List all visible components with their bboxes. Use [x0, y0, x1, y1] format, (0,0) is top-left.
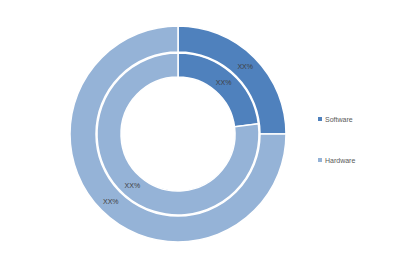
slice: [97, 53, 259, 215]
legend-swatch: [318, 158, 322, 162]
slice: [70, 26, 286, 242]
legend-label: Hardware: [325, 157, 355, 164]
data-label: XX%: [237, 63, 253, 70]
slices: [70, 26, 286, 242]
legend: Software Hardware: [318, 116, 355, 164]
data-label: XX%: [216, 79, 232, 86]
slice: [178, 26, 286, 134]
slice: [178, 53, 258, 127]
data-labels: XX% XX% XX% XX%: [103, 63, 253, 204]
data-label: XX%: [125, 182, 141, 189]
chart: XX% XX% XX% XX% Software Hardware: [0, 0, 400, 267]
legend-label: Software: [325, 116, 353, 123]
data-label: XX%: [103, 198, 119, 205]
legend-swatch: [318, 117, 322, 121]
